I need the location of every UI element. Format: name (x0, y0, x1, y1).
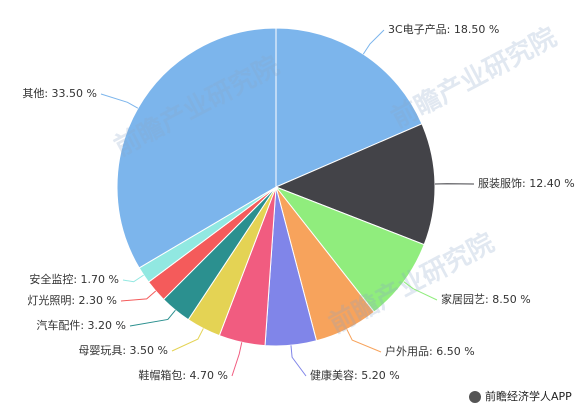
leader-line (403, 281, 438, 301)
leader-line (346, 329, 382, 353)
leader-line (122, 274, 144, 283)
pie-slice (274, 185, 425, 313)
leader-line (100, 93, 139, 109)
data-label: 汽车配件: 3.20 % (36, 318, 126, 332)
data-label: 3C电子产品: 18.50 % (388, 22, 499, 36)
data-label: 户外用品: 6.50 % (385, 344, 475, 358)
source: 前瞻经济学人APP (485, 389, 572, 403)
source-icon (469, 391, 481, 403)
leader-line (231, 342, 243, 377)
leader-line (362, 29, 385, 55)
data-label: 健康美容: 5.20 % (310, 368, 400, 382)
leader-line (120, 290, 157, 302)
data-label: 其他: 33.50 % (22, 87, 97, 100)
leader-line (290, 345, 307, 377)
data-label: 家居园艺: 8.50 % (441, 292, 531, 306)
leader-line (129, 309, 176, 327)
watermark: 前瞻产业研究院 (386, 21, 561, 134)
leader-line (171, 328, 204, 352)
data-label: 灯光照明: 2.30 % (27, 293, 117, 307)
data-label: 鞋帽箱包: 4.70 % (138, 368, 228, 382)
data-label: 母婴玩具: 3.50 % (78, 344, 168, 357)
data-label: 服装服饰: 12.40 % (478, 176, 575, 190)
data-label: 安全监控: 1.70 % (29, 272, 119, 286)
